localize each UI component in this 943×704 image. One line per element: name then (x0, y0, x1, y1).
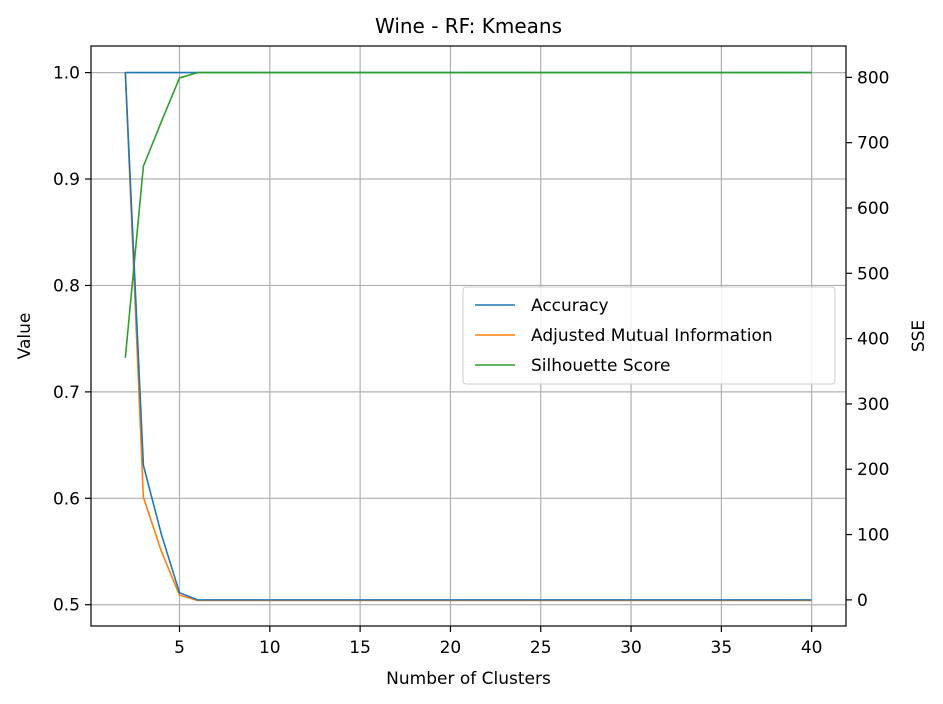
y-axis-left: 0.5 0.6 0.7 0.8 0.9 1.0 (53, 64, 91, 616)
y-tick-label: 0.8 (53, 276, 80, 296)
series-line-silhouette-score (124, 71, 812, 358)
y-tick-label: 1.0 (53, 64, 80, 84)
y-right-tick-label: 0 (857, 591, 868, 611)
x-tick-label: 25 (530, 638, 552, 658)
y-axis-right: 0 100 200 300 400 500 600 700 800 (846, 68, 889, 611)
y-right-tick-label: 300 (857, 395, 889, 415)
x-tick-label: 20 (440, 638, 462, 658)
y-tick-label: 0.9 (53, 170, 80, 190)
y-tick-label: 0.6 (53, 489, 80, 509)
legend-box (462, 286, 836, 385)
y-axis-right-label: SSE (909, 320, 929, 352)
x-tick-label: 40 (801, 638, 823, 658)
x-axis-label: Number of Clusters (386, 669, 551, 689)
legend-entry: Accuracy (531, 296, 609, 316)
y-right-tick-label: 800 (857, 68, 889, 88)
x-tick-label: 5 (174, 638, 185, 658)
chart-title: Wine - RF: Kmeans (375, 14, 562, 38)
y-axis-label: Value (15, 313, 35, 360)
series-lines (124, 71, 812, 602)
plot-frame (90, 45, 847, 627)
y-right-tick-label: 600 (857, 199, 889, 219)
y-tick-label: 0.5 (53, 596, 80, 616)
x-tick-label: 35 (711, 638, 733, 658)
y-right-tick-label: 100 (857, 526, 889, 546)
y-right-tick-label: 700 (857, 134, 889, 154)
x-tick-label: 15 (349, 638, 371, 658)
legend-entry: Adjusted Mutual Information (531, 326, 773, 346)
legend-entry: Silhouette Score (531, 356, 670, 376)
y-right-tick-label: 200 (857, 460, 889, 480)
y-right-tick-label: 400 (857, 330, 889, 350)
x-axis: 5 10 15 20 25 30 35 40 (174, 626, 823, 658)
legend: Accuracy Adjusted Mutual Information Silho… (462, 286, 836, 385)
x-tick-label: 10 (259, 638, 281, 658)
y-tick-label: 0.7 (53, 383, 80, 403)
x-tick-label: 30 (620, 638, 642, 658)
series-line-sse (124, 72, 812, 601)
y-right-tick-label: 500 (857, 264, 889, 284)
